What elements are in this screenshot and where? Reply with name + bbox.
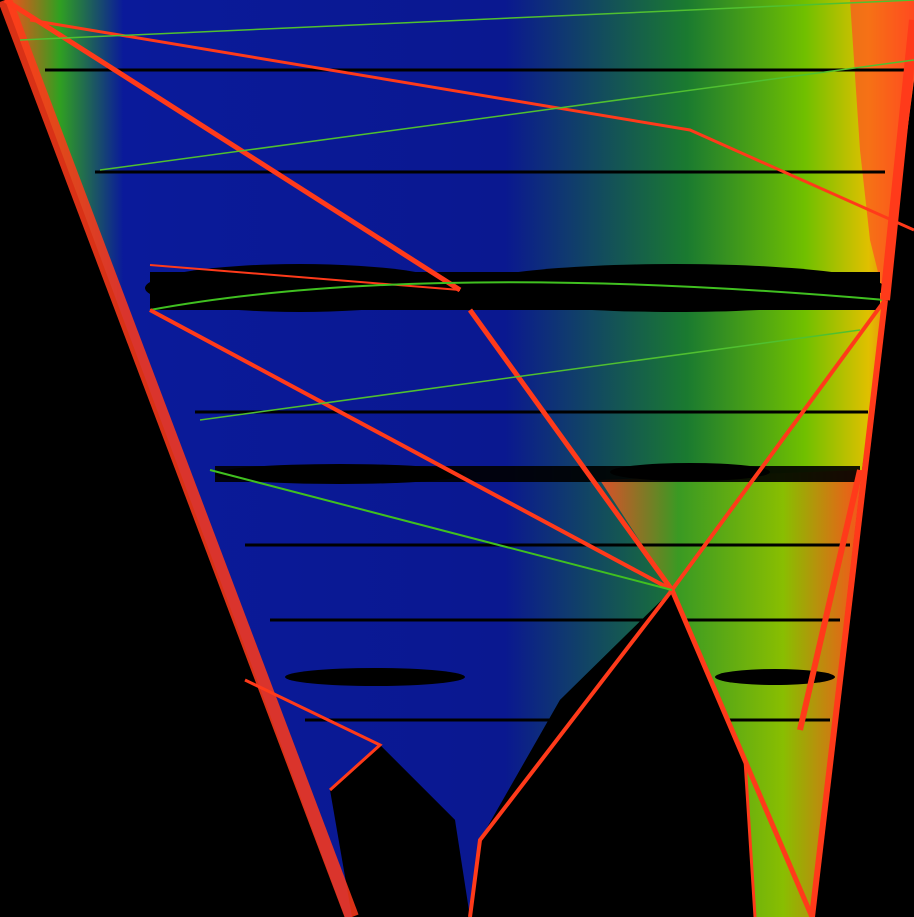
upper-right-region (850, 0, 914, 300)
chaotic-region (5, 0, 914, 917)
window-lines (45, 68, 910, 722)
periodic-windows (145, 264, 885, 917)
lower-right-region (600, 470, 862, 917)
